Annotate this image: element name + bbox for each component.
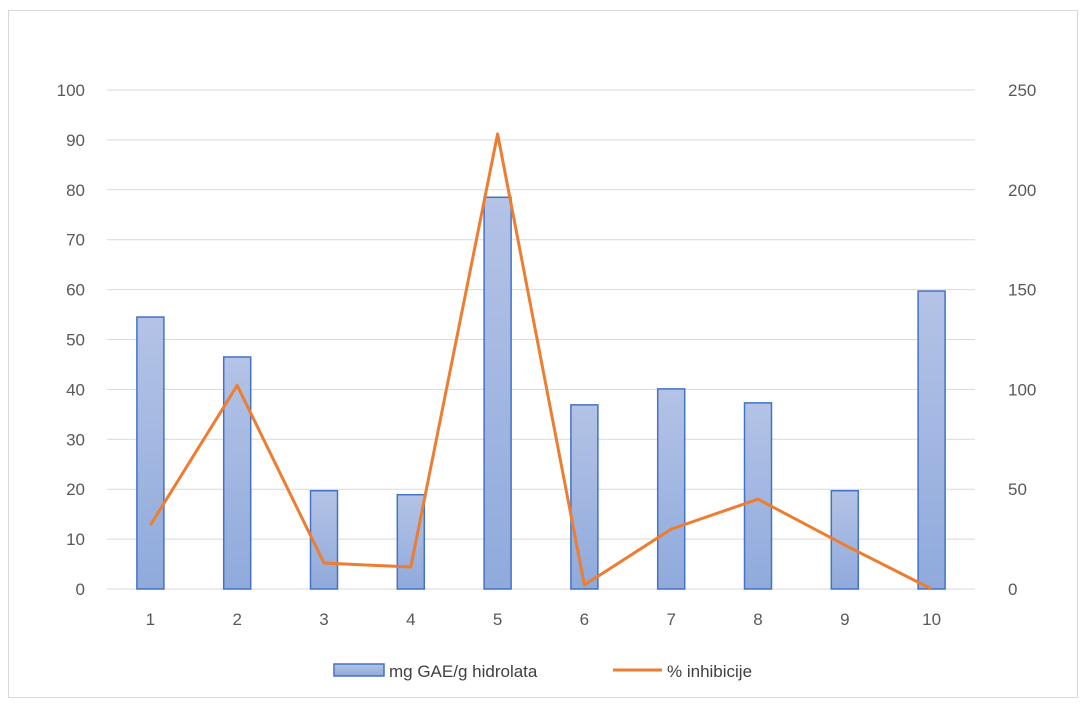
x-tick-label: 3 — [319, 610, 328, 629]
y-left-tick-label: 100 — [57, 81, 85, 100]
y-axis-left: 0 10 20 30 40 50 60 70 80 90 100 — [57, 81, 85, 599]
legend-bar-swatch — [333, 663, 385, 677]
bar — [222, 356, 252, 590]
y-left-tick-label: 40 — [66, 380, 85, 399]
y-left-tick-label: 90 — [66, 131, 85, 150]
y-right-tick-label: 50 — [1008, 480, 1027, 499]
y-left-tick-label: 0 — [76, 580, 85, 599]
line-path — [149, 132, 933, 591]
x-tick-label: 2 — [232, 610, 241, 629]
y-right-tick-label: 150 — [1008, 281, 1036, 300]
x-tick-label: 4 — [406, 610, 415, 629]
legend-bar-label: mg GAE/g hidrolata — [389, 662, 538, 681]
x-tick-label: 1 — [146, 610, 155, 629]
y-right-tick-label: 0 — [1008, 580, 1017, 599]
bar — [743, 402, 773, 590]
bar — [309, 489, 339, 590]
legend-item-bar: mg GAE/g hidrolata — [333, 662, 538, 681]
bar — [396, 493, 426, 590]
bar — [483, 196, 512, 590]
chart-frame — [8, 10, 1078, 698]
legend: mg GAE/g hidrolata % inhibicije — [333, 662, 752, 681]
x-tick-label: 10 — [922, 610, 941, 629]
bar-series — [136, 196, 946, 590]
x-tick-label: 5 — [493, 610, 502, 629]
y-right-tick-label: 200 — [1008, 181, 1036, 200]
x-tick-label: 8 — [753, 610, 762, 629]
y-left-tick-label: 80 — [66, 181, 85, 200]
legend-item-line: % inhibicije — [613, 662, 752, 681]
bar — [656, 388, 686, 590]
x-axis: 1 2 3 4 5 6 7 8 9 10 — [146, 610, 941, 629]
bar — [917, 290, 946, 590]
x-tick-label: 7 — [666, 610, 675, 629]
y-right-tick-label: 100 — [1008, 380, 1036, 399]
gridlines — [107, 89, 975, 590]
x-tick-label: 6 — [580, 610, 589, 629]
x-tick-label: 9 — [840, 610, 849, 629]
bar — [570, 404, 599, 590]
y-left-tick-label: 30 — [66, 430, 85, 449]
y-left-tick-label: 20 — [66, 480, 85, 499]
y-axis-right: 0 50 100 150 200 250 — [1008, 81, 1036, 599]
y-left-tick-label: 60 — [66, 281, 85, 300]
y-left-tick-label: 70 — [66, 231, 85, 250]
y-left-tick-label: 50 — [66, 331, 85, 350]
legend-line-label: % inhibicije — [667, 662, 752, 681]
bar — [136, 316, 165, 590]
line-series — [149, 132, 933, 591]
y-right-tick-label: 250 — [1008, 81, 1036, 100]
y-left-tick-label: 10 — [66, 530, 85, 549]
